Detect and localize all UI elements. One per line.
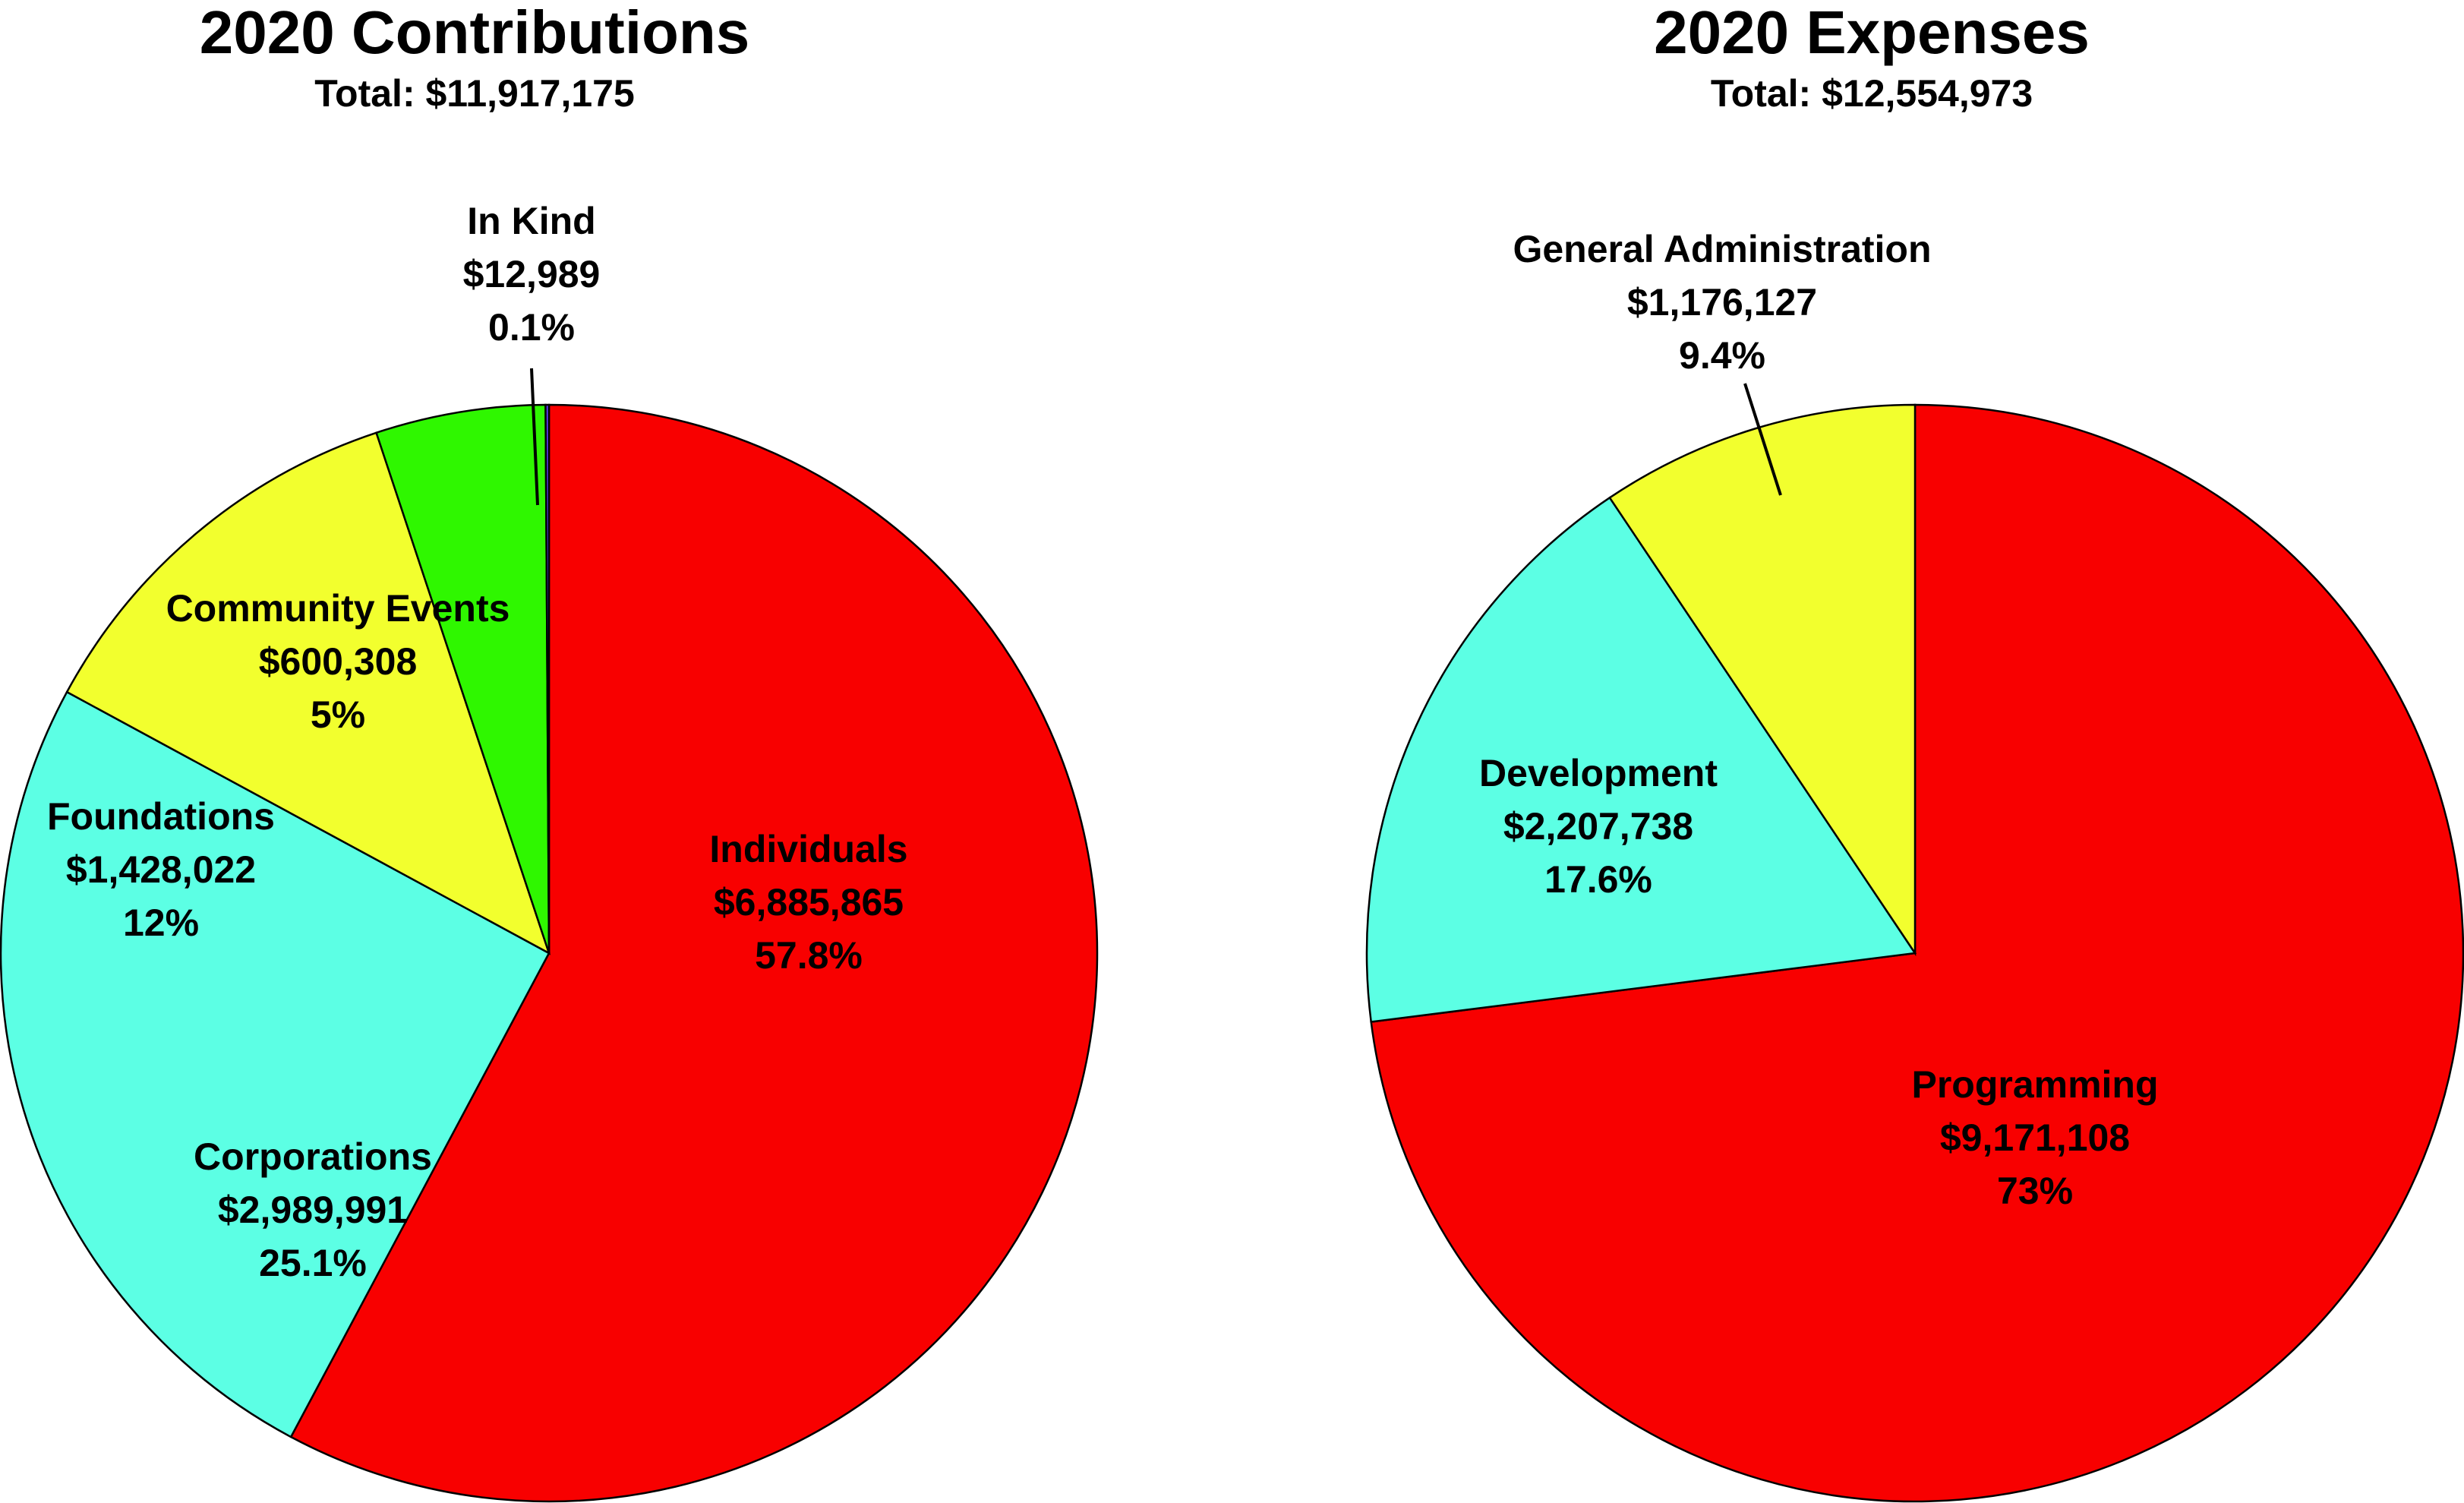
contributions-total: Total: $11,917,175 — [314, 72, 635, 115]
slice-percent: 12% — [123, 901, 199, 944]
slice-name: Foundations — [47, 795, 275, 838]
pie-slice-individuals — [289, 403, 1099, 1503]
pie-slice-community-events — [374, 403, 551, 954]
slice-percent: 5% — [311, 693, 365, 736]
slice-percent: 73% — [1997, 1170, 2073, 1212]
pie-slice-foundations — [65, 431, 551, 955]
contributions-chart: 2020 Contributions Total: $11,917,175 In… — [0, 0, 1099, 1503]
expenses-title: 2020 Expenses — [1654, 0, 2090, 66]
expenses-labels: Programming $9,171,108 73% Development $2,20… — [1479, 228, 2159, 1212]
slice-name: Programming — [1911, 1063, 2158, 1106]
slice-name: Corporations — [194, 1135, 432, 1178]
slice-amount: $2,207,738 — [1503, 805, 1693, 848]
slice-name: Individuals — [709, 828, 907, 870]
slice-percent: 0.1% — [488, 306, 575, 349]
slice-label-in-kind: In Kind $12,989 0.1% — [463, 200, 601, 349]
slice-name: Community Events — [166, 587, 510, 630]
slice-percent: 57.8% — [755, 934, 863, 977]
slice-percent: 25.1% — [259, 1242, 367, 1284]
contributions-pie — [0, 403, 1099, 1503]
slice-amount: $1,176,127 — [1627, 281, 1817, 324]
slice-amount: $600,308 — [259, 640, 418, 683]
leader-line-in-kind — [530, 368, 539, 506]
contributions-labels: Individuals $6,885,865 57.8% Corporations $2… — [47, 200, 908, 1284]
expenses-pie — [1365, 403, 2464, 1503]
slice-percent: 17.6% — [1544, 858, 1652, 901]
slice-label-individuals: Individuals $6,885,865 57.8% — [709, 828, 907, 977]
slice-label-community-events: Community Events $600,308 5% — [166, 587, 510, 736]
pie-slice-general-administration — [1608, 403, 1917, 957]
slice-label-foundations: Foundations $1,428,022 12% — [47, 795, 275, 944]
slice-amount: $12,989 — [463, 253, 601, 295]
slice-name: In Kind — [467, 200, 595, 242]
slice-label-corporations: Corporations $2,989,991 25.1% — [194, 1135, 432, 1284]
pie-slice-corporations — [0, 690, 551, 1438]
slice-percent: 9.4% — [1679, 334, 1765, 377]
slice-name: General Administration — [1513, 228, 1931, 270]
slice-name: Development — [1479, 752, 1718, 794]
expenses-chart: 2020 Expenses Total: $12,554,973 Program… — [1365, 0, 2464, 1503]
pie-slice-in-kind — [544, 403, 551, 954]
expenses-total: Total: $12,554,973 — [1711, 72, 2033, 115]
slice-label-programming: Programming $9,171,108 73% — [1911, 1063, 2158, 1212]
slice-amount: $6,885,865 — [714, 881, 904, 924]
pie-slice-development — [1365, 496, 1917, 1023]
pie-slice-programming — [1370, 403, 2464, 1503]
slice-label-general-administration: General Administration $1,176,127 9.4% — [1513, 228, 1931, 377]
slice-amount: $9,171,108 — [1940, 1116, 2130, 1159]
slice-amount: $1,428,022 — [66, 848, 256, 891]
slice-label-development: Development $2,207,738 17.6% — [1479, 752, 1718, 901]
slice-amount: $2,989,991 — [218, 1189, 408, 1231]
leader-line-general-administration — [1743, 383, 1782, 496]
contributions-title: 2020 Contributions — [200, 0, 750, 66]
